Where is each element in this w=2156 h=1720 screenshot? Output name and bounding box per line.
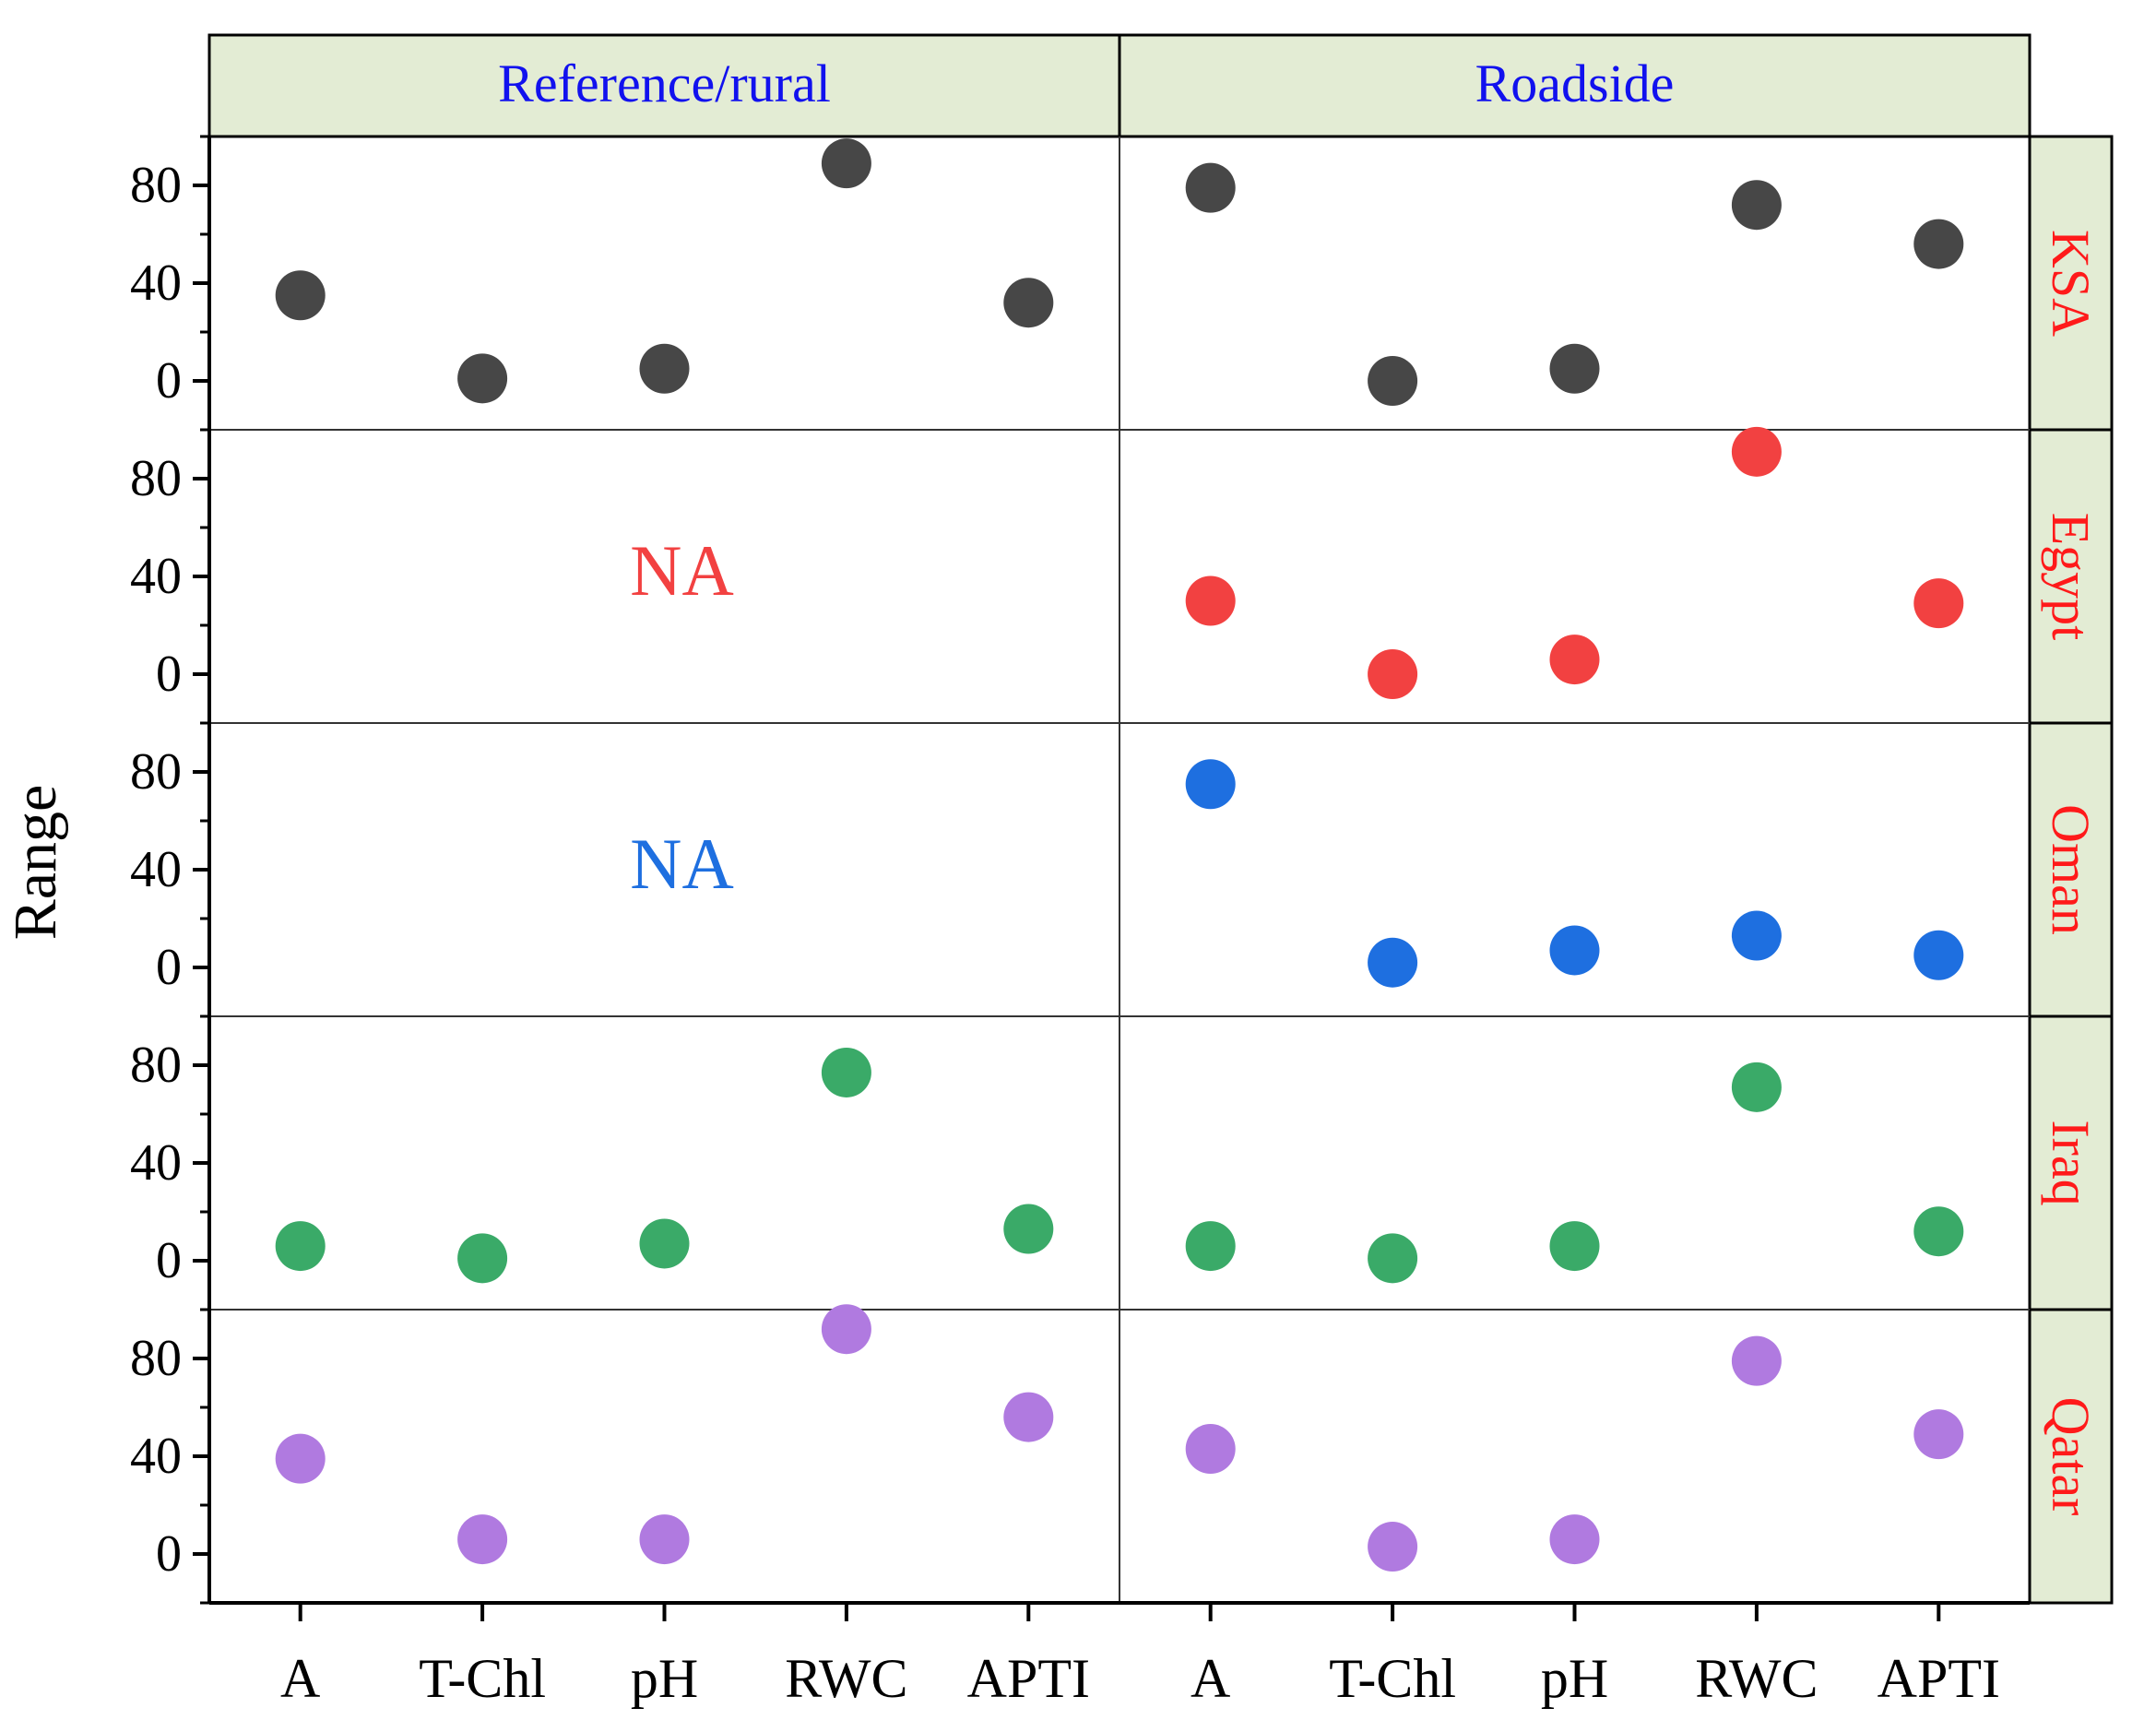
- na-label: NA: [630, 824, 734, 904]
- x-tick-label: pH: [631, 1648, 698, 1709]
- point-iraq-reference-t-chl: [457, 1233, 508, 1284]
- point-iraq-roadside-t-chl: [1368, 1233, 1418, 1284]
- point-iraq-reference-rwc: [821, 1047, 871, 1097]
- point-iraq-roadside-ph: [1549, 1221, 1600, 1272]
- point-qatar-roadside-ph: [1549, 1514, 1600, 1565]
- y-tick-label: 0: [156, 1525, 182, 1583]
- y-tick-label: 40: [130, 255, 182, 312]
- point-oman-roadside-t-chl: [1368, 937, 1418, 988]
- point-ksa-roadside-t-chl: [1368, 356, 1418, 406]
- point-ksa-reference-rwc: [821, 138, 871, 189]
- point-ksa-reference-t-chl: [457, 353, 508, 404]
- point-qatar-reference-apti: [1003, 1392, 1054, 1442]
- x-tick-label: T-Chl: [419, 1648, 546, 1709]
- row-label-iraq: Iraq: [2041, 1120, 2101, 1205]
- point-egypt-roadside-rwc: [1731, 426, 1782, 477]
- y-tick-label: 40: [130, 1134, 182, 1192]
- y-tick-label: 80: [130, 743, 182, 801]
- axes: 0 40 80 0 40 80 0 40 80 0 40 80 0 40 80 A T-Chl pH RWC APTI…: [130, 135, 2030, 1709]
- row-label-oman: Oman: [2041, 804, 2101, 935]
- point-qatar-reference-t-chl: [457, 1514, 508, 1565]
- point-oman-roadside-rwc: [1731, 910, 1782, 961]
- point-iraq-roadside-apti: [1913, 1206, 1964, 1257]
- point-egypt-roadside-a: [1185, 575, 1236, 626]
- row-label-egypt: Egypt: [2041, 513, 2101, 641]
- row-strip: [2028, 721, 2114, 1018]
- point-iraq-roadside-rwc: [1731, 1062, 1782, 1112]
- x-tick-label: A: [280, 1648, 320, 1709]
- point-iraq-roadside-a: [1185, 1221, 1236, 1272]
- point-qatar-roadside-a: [1185, 1424, 1236, 1475]
- x-tick-label: APTI: [1878, 1648, 2000, 1709]
- column-label-roadside: Roadside: [1475, 53, 1675, 113]
- point-ksa-roadside-a: [1185, 162, 1236, 213]
- y-tick-label: 40: [130, 548, 182, 605]
- point-ksa-reference-ph: [639, 343, 690, 394]
- y-tick-label: 0: [156, 646, 182, 703]
- point-iraq-reference-a: [275, 1221, 326, 1272]
- x-tick-label: T-Chl: [1329, 1648, 1456, 1709]
- y-tick-label: 80: [130, 1330, 182, 1387]
- row-label-qatar: Qatar: [2041, 1397, 2101, 1516]
- y-axis-label: Range: [2, 785, 69, 941]
- x-tick-label: pH: [1541, 1648, 1608, 1709]
- point-ksa-roadside-apti: [1913, 219, 1964, 269]
- y-tick-label: 0: [156, 939, 182, 996]
- x-tick-label: APTI: [967, 1648, 1090, 1709]
- point-ksa-roadside-rwc: [1731, 180, 1782, 231]
- x-tick-label: A: [1191, 1648, 1230, 1709]
- row-strip: [2028, 135, 2114, 432]
- y-tick-label: 40: [130, 1428, 182, 1485]
- point-oman-roadside-apti: [1913, 930, 1964, 980]
- point-egypt-roadside-ph: [1549, 635, 1600, 685]
- x-tick-label: RWC: [785, 1648, 907, 1709]
- y-tick-label: 0: [156, 352, 182, 409]
- point-ksa-roadside-ph: [1549, 343, 1600, 394]
- point-qatar-roadside-apti: [1913, 1409, 1964, 1460]
- point-ksa-reference-a: [275, 270, 326, 321]
- point-iraq-reference-apti: [1003, 1204, 1054, 1254]
- row-strip: [2028, 1308, 2114, 1605]
- column-label-reference: Reference/rural: [498, 53, 831, 113]
- point-qatar-reference-ph: [639, 1514, 690, 1565]
- point-egypt-roadside-t-chl: [1368, 649, 1418, 699]
- y-tick-label: 80: [130, 157, 182, 214]
- data-points: NA NA: [275, 138, 1964, 1572]
- point-qatar-roadside-t-chl: [1368, 1522, 1418, 1572]
- na-label: NA: [630, 530, 734, 611]
- y-tick-label: 80: [130, 1037, 182, 1094]
- point-egypt-roadside-apti: [1913, 578, 1964, 629]
- point-oman-roadside-a: [1185, 759, 1236, 810]
- x-tick-label: RWC: [1695, 1648, 1818, 1709]
- row-label-ksa: KSA: [2041, 230, 2101, 337]
- point-ksa-reference-apti: [1003, 278, 1054, 328]
- y-tick-label: 80: [130, 450, 182, 507]
- point-qatar-reference-rwc: [821, 1304, 871, 1355]
- point-qatar-reference-a: [275, 1433, 326, 1484]
- y-tick-label: 40: [130, 841, 182, 898]
- point-oman-roadside-ph: [1549, 925, 1600, 976]
- point-qatar-roadside-rwc: [1731, 1335, 1782, 1386]
- facet-strips: Reference/rural Roadside KSA Egypt Oman Iraq Q…: [207, 33, 2114, 1605]
- point-iraq-reference-ph: [639, 1218, 690, 1269]
- y-tick-label: 0: [156, 1232, 182, 1289]
